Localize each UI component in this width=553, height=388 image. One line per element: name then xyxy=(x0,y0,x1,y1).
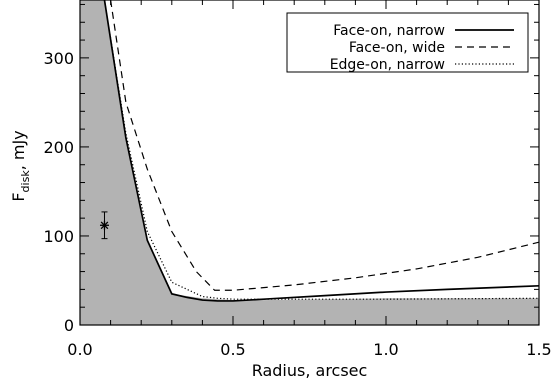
series-layer xyxy=(103,0,539,302)
data-point-marker-d2 xyxy=(100,221,109,230)
y-axis-title-sub: disk xyxy=(19,170,32,193)
legend-label-edge-on-narrow: Edge-on, narrow xyxy=(330,57,445,73)
shaded-region xyxy=(80,0,539,325)
legend-box xyxy=(286,12,529,73)
y-axis-title-main: F xyxy=(9,192,28,201)
y-tick-label: 0 xyxy=(64,316,74,335)
series-line-face-on-narrow xyxy=(103,0,539,302)
series-line-face-on-wide xyxy=(110,0,539,291)
plot-frame xyxy=(79,0,540,326)
x-tick-label: 0.5 xyxy=(220,340,245,359)
legend-label-face-on-narrow: Face-on, narrow xyxy=(333,23,445,39)
y-axis-title-unit: , mJy xyxy=(9,130,28,170)
y-tick-label: 200 xyxy=(43,138,74,157)
tick-layer: 0.0 0.5 1.0 1.5 0 100 200 300 xyxy=(43,0,552,359)
x-tick-label: 0.0 xyxy=(67,340,92,359)
x-tick-label: 1.5 xyxy=(526,340,551,359)
y-tick-label: 100 xyxy=(43,227,74,246)
shaded-region-layer xyxy=(80,0,539,325)
y-axis-title: Fdisk, mJy xyxy=(9,130,32,201)
x-axis-title: Radius, arcsec xyxy=(252,361,368,380)
x-tick-label: 1.0 xyxy=(373,340,398,359)
legend-label-face-on-wide: Face-on, wide xyxy=(349,40,445,56)
data-point-layer xyxy=(99,211,109,240)
series-line-edge-on-narrow xyxy=(103,0,539,300)
y-tick-label: 300 xyxy=(43,49,74,68)
